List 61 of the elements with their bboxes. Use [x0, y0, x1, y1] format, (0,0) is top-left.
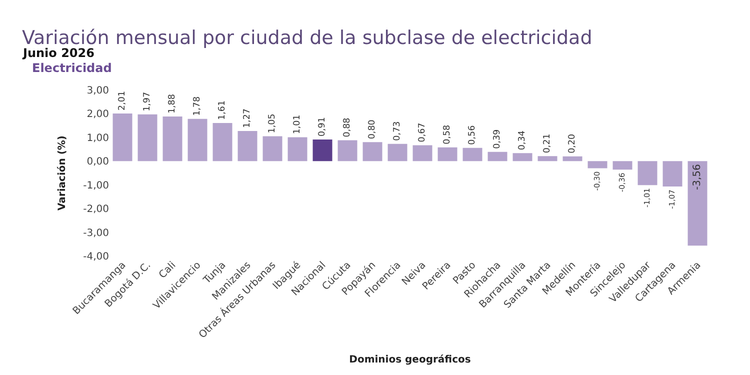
bar — [638, 161, 658, 186]
data-label: 1,88 — [168, 94, 178, 114]
y-tick-label: 3,00 — [86, 86, 109, 96]
bar — [662, 161, 682, 187]
bar — [688, 161, 708, 246]
bar — [362, 142, 382, 162]
bar — [288, 137, 308, 162]
y-tick-label: -2,00 — [83, 204, 109, 216]
data-label: 0,34 — [518, 130, 528, 150]
data-label: 1,05 — [268, 114, 278, 134]
bar — [388, 144, 408, 162]
data-label: 0,67 — [418, 122, 428, 142]
bar — [312, 140, 332, 162]
data-label: 0,91 — [318, 117, 328, 137]
data-label: -0,30 — [592, 171, 602, 191]
data-label: -1,07 — [667, 189, 676, 209]
y-tick-label: -3,00 — [83, 228, 109, 239]
data-label: 1,61 — [218, 100, 228, 120]
bar — [112, 113, 132, 162]
bar — [438, 147, 458, 162]
data-label: -3,56 — [692, 164, 703, 190]
bar — [588, 161, 608, 168]
data-label: 0,39 — [492, 129, 503, 149]
y-tick-label: -4,00 — [83, 252, 109, 262]
bar — [188, 118, 208, 162]
bar — [488, 152, 508, 162]
data-label: 1,27 — [242, 108, 253, 128]
data-label: 0,80 — [368, 120, 378, 140]
bar — [138, 114, 158, 162]
data-label: 0,58 — [442, 124, 453, 144]
bar — [562, 156, 582, 162]
y-tick-label: 1,00 — [86, 132, 109, 144]
chart-title: Variación mensual por ciudad de la subclase de electricidad — [22, 27, 592, 49]
bar — [262, 136, 282, 162]
bar — [412, 145, 432, 162]
y-axis-title: Variación (%) — [57, 135, 68, 211]
data-label: 0,21 — [542, 134, 553, 154]
bar — [238, 131, 258, 162]
data-label: 1,97 — [142, 92, 153, 112]
text: Electricidad — [32, 61, 112, 75]
bar — [612, 161, 632, 170]
x-axis-title: Dominios geográficos — [349, 354, 471, 366]
bar — [162, 116, 182, 162]
y-tick-label: -1,00 — [83, 180, 109, 192]
data-label: 0,56 — [468, 124, 478, 145]
bar — [462, 148, 482, 162]
data-label: -1,01 — [642, 188, 652, 208]
bar — [512, 153, 532, 162]
data-label: 0,20 — [568, 134, 578, 154]
data-label: 1,78 — [192, 96, 203, 116]
data-label: 0,88 — [342, 118, 353, 138]
bar — [212, 122, 232, 162]
chart-subtitle: Junio 2026 — [22, 46, 94, 60]
bar — [338, 140, 358, 162]
data-label: 0,73 — [392, 121, 403, 141]
data-label: 1,01 — [292, 114, 303, 134]
data-label: 2,01 — [118, 90, 128, 110]
y-tick-label: 2,00 — [86, 109, 109, 120]
y-tick-label: 0,00 — [86, 156, 109, 168]
data-label: -0,36 — [617, 172, 626, 192]
bar — [538, 156, 558, 162]
